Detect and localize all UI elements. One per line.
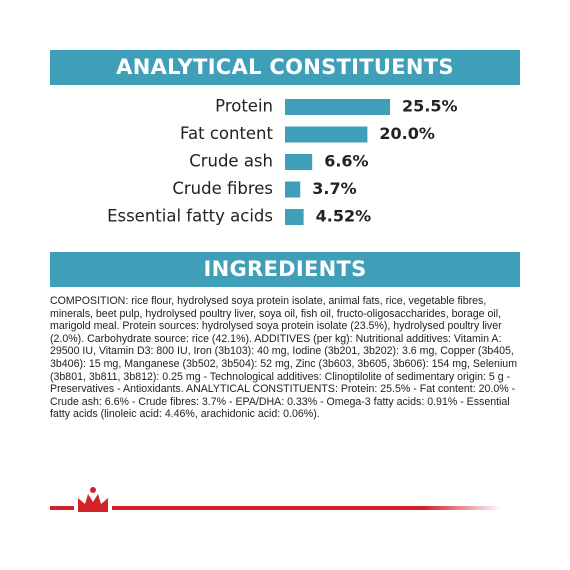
bar — [285, 154, 313, 170]
crown-logo — [78, 494, 108, 512]
category-label: Fat content — [180, 124, 274, 143]
brand-line — [50, 506, 74, 510]
section-header: INGREDIENTS — [50, 252, 520, 287]
brand-line — [112, 506, 502, 510]
category-label: Protein — [215, 97, 273, 116]
section-header: ANALYTICAL CONSTITUENTS — [50, 50, 520, 85]
category-label: Crude ash — [189, 152, 273, 171]
brand-footer — [50, 487, 502, 512]
category-label: Essential fatty acids — [107, 207, 273, 226]
category-label: Crude fibres — [172, 179, 273, 198]
value-label: 20.0% — [379, 124, 435, 143]
ingredients-text: COMPOSITION: rice flour, hydrolysed soya… — [50, 295, 518, 421]
bar — [285, 99, 391, 115]
bar — [285, 209, 304, 225]
bar — [285, 126, 368, 143]
value-label: 4.52% — [316, 207, 372, 226]
value-label: 25.5% — [402, 97, 458, 116]
value-label: 3.7% — [312, 179, 356, 198]
crown-logo — [90, 487, 96, 493]
value-label: 6.6% — [324, 152, 368, 171]
bar — [285, 181, 301, 198]
